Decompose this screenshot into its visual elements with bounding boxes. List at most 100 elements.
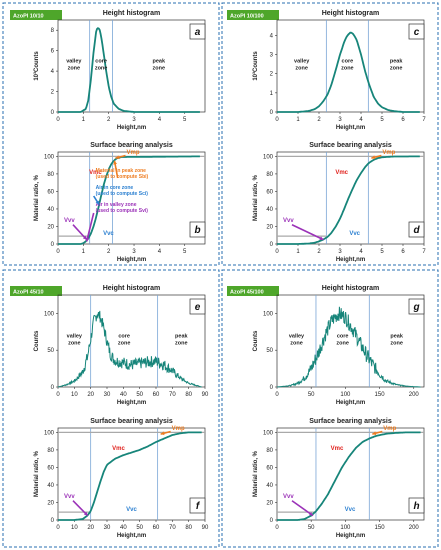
vmp-label: Vmp	[126, 150, 139, 156]
x-tick-label: 7	[422, 249, 426, 255]
x-tick-label: 3	[132, 117, 136, 123]
annotation-note-line: Material in peak zone	[96, 168, 147, 174]
panel-a: AzoPI 10/10 Height histogram 0 1 2 3 4 5 0 2 4 6 8 He…	[10, 10, 206, 131]
zone-label-line: peak	[175, 333, 188, 339]
annotation-note: Air in valley zone (used to compute Svi)	[96, 202, 149, 214]
y-tick-label: 50	[266, 348, 273, 354]
vmp-arrow-head	[160, 431, 165, 436]
x-tick-label: 0	[56, 117, 60, 123]
zone-label-line: zone	[295, 65, 308, 71]
chart-title-b: Surface bearing analysis	[90, 142, 173, 149]
zone-label: peak zone	[390, 58, 403, 71]
y-tick-label: 20	[266, 500, 273, 506]
panel-letter: e	[195, 302, 201, 313]
vvv-arrow-head	[82, 235, 87, 240]
panel-c: AzoPI 10/100 Height histogram 0 1 2 3 4 5 6 7 0 1 2 3…	[227, 10, 426, 131]
panel-e: AzoPI 45/10 Height histogram 0 10 20 30 40 50 60…	[10, 285, 209, 406]
x-tick-label: 4	[158, 249, 162, 255]
zone-label: valley zone	[294, 58, 310, 71]
x-tick-label: 7	[422, 117, 426, 123]
sample-label-bg	[227, 286, 279, 296]
x-tick-label: 200	[409, 525, 420, 531]
panel-letter: c	[414, 27, 420, 38]
vmc-label: Vmc	[112, 446, 125, 452]
x-tick-label: 1	[82, 117, 86, 123]
x-axis-label-g: Height,nm	[336, 400, 365, 406]
vmp-arrow-head	[371, 155, 376, 160]
x-tick-label: 0	[275, 392, 279, 398]
data-series-line-h	[277, 431, 421, 521]
annotation-note-line: (used to compute Svi)	[96, 208, 149, 214]
x-tick-label: 0	[275, 117, 279, 123]
x-tick-label: 200	[409, 392, 420, 398]
y-tick-label: 0	[51, 385, 55, 391]
y-axis-label-g: Counts	[253, 330, 259, 351]
y-tick-label: 0	[51, 242, 55, 248]
y-tick-label: 100	[44, 154, 55, 160]
zone-label: peak zone	[175, 333, 188, 346]
x-tick-label: 6	[401, 117, 405, 123]
vmc-label: Vmc	[335, 170, 348, 176]
x-tick-label: 10	[71, 525, 78, 531]
data-series-line-d	[277, 155, 420, 245]
y-tick-label: 40	[47, 483, 54, 489]
x-tick-label: 0	[56, 525, 60, 531]
y-tick-label: 50	[47, 348, 54, 354]
y-tick-label: 0	[270, 518, 274, 524]
sample-label-bg	[10, 286, 62, 296]
zone-label: peak zone	[152, 58, 165, 71]
x-axis-label-c: Height,nm	[336, 125, 365, 131]
y-tick-label: 60	[47, 465, 54, 471]
x-tick-label: 3	[132, 249, 136, 255]
x-tick-label: 50	[308, 525, 315, 531]
panel-letter-box	[189, 497, 206, 514]
x-tick-label: 6	[401, 249, 405, 255]
x-tick-label: 90	[202, 525, 209, 531]
y-axis-label-a: 10³Counts	[33, 51, 40, 81]
chart-title-g: Height histogram	[322, 285, 380, 292]
sample-label-text: AzoPI 45/100	[230, 289, 264, 295]
chart-title-h: Surface bearing analysis	[309, 418, 392, 425]
zone-label-line: valley	[66, 58, 82, 64]
x-tick-label: 70	[169, 525, 176, 531]
x-tick-label: 60	[153, 525, 160, 531]
sample-label-e: AzoPI 45/10	[10, 286, 62, 296]
annotation-note-line: (used to compute Sbi)	[96, 174, 149, 180]
panel-letter: g	[412, 302, 419, 313]
x-tick-label: 0	[56, 392, 60, 398]
x-tick-label: 2	[107, 117, 111, 123]
y-tick-label: 80	[266, 172, 273, 178]
vmp-arrow-head	[372, 431, 377, 436]
sample-label-c: AzoPI 10/100	[227, 10, 279, 20]
zone-label: valley zone	[67, 333, 83, 346]
y-axis-label-h: Material ratio, %	[253, 450, 259, 497]
y-tick-label: 0	[270, 385, 274, 391]
vvv-arrow-shaft	[291, 224, 324, 241]
sample-label-bg	[227, 10, 279, 20]
x-tick-label: 5	[183, 117, 187, 123]
x-tick-label: 2	[107, 249, 111, 255]
zone-label-line: core	[342, 58, 354, 64]
x-tick-label: 30	[104, 392, 111, 398]
chart-title-c: Height histogram	[322, 10, 380, 17]
panel-letter: a	[195, 27, 201, 38]
x-tick-label: 40	[120, 525, 127, 531]
y-tick-label: 1	[270, 91, 274, 97]
vvv-label: Vvv	[283, 494, 294, 500]
vvv-label: Vvv	[64, 494, 75, 500]
panel-d: Surface bearing analysis 0 1 2 3 4 5 6 7 0 20 40 60 8…	[253, 142, 426, 263]
y-tick-label: 6	[51, 49, 55, 55]
sample-label-text: AzoPI 10/10	[13, 13, 44, 19]
x-tick-label: 2	[317, 249, 321, 255]
chart-title-e: Height histogram	[103, 285, 161, 292]
x-tick-label: 4	[158, 117, 162, 123]
zone-label-line: zone	[152, 65, 165, 71]
y-tick-label: 4	[270, 33, 274, 39]
vmc-label: Vmc	[331, 446, 344, 452]
annotation-note-line: (used to compute Sci)	[96, 191, 149, 197]
panel-letter-box	[408, 23, 425, 40]
y-tick-label: 60	[266, 189, 273, 195]
x-tick-label: 1	[296, 249, 300, 255]
plot-frame-c	[276, 19, 425, 113]
